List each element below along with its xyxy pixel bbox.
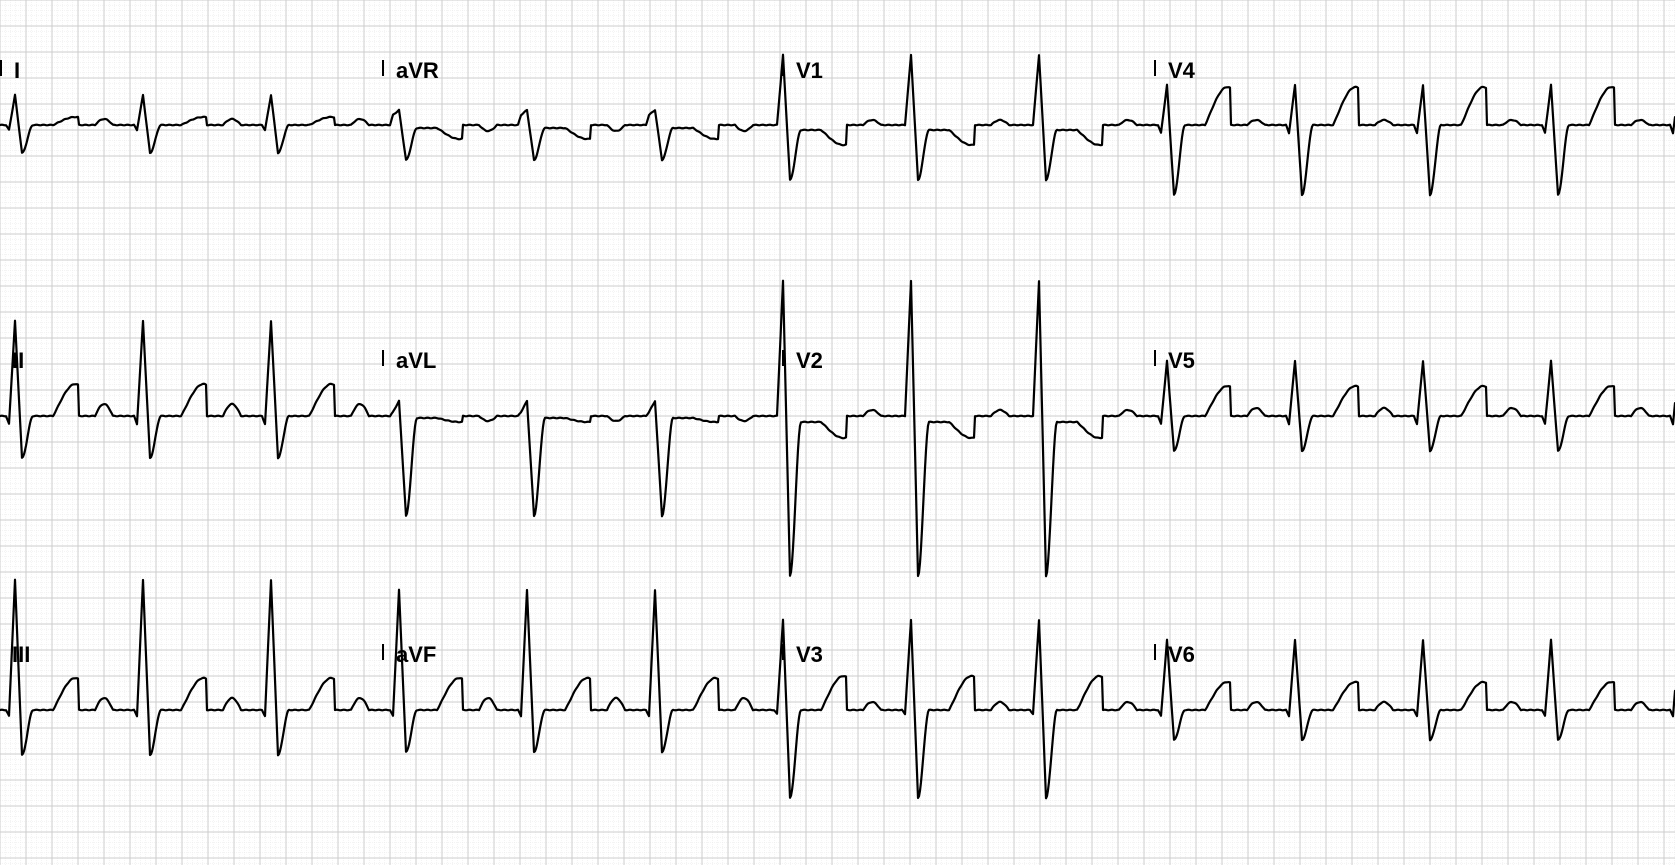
lead-label-V1: V1 bbox=[796, 58, 823, 84]
lead-label-aVR: aVR bbox=[396, 58, 439, 84]
lead-tick bbox=[382, 644, 384, 660]
lead-label-aVL: aVL bbox=[396, 348, 436, 374]
lead-label-aVF: aVF bbox=[396, 642, 436, 668]
ecg-container: IaVR V1 V4 II aVL V2 V5 III aVF V3 V6 bbox=[0, 0, 1675, 865]
lead-label-I: I bbox=[14, 58, 20, 84]
ecg-trace-row bbox=[0, 281, 1675, 577]
lead-tick bbox=[782, 644, 784, 660]
lead-tick bbox=[782, 350, 784, 366]
lead-label-III: III bbox=[12, 642, 30, 668]
lead-tick bbox=[382, 350, 384, 366]
lead-tick bbox=[782, 60, 784, 76]
lead-label-V6: V6 bbox=[1168, 642, 1195, 668]
lead-label-V3: V3 bbox=[796, 642, 823, 668]
lead-label-II: II bbox=[12, 348, 24, 374]
lead-label-V5: V5 bbox=[1168, 348, 1195, 374]
lead-tick bbox=[1154, 350, 1156, 366]
lead-label-V2: V2 bbox=[796, 348, 823, 374]
ecg-trace-row bbox=[0, 55, 1675, 196]
lead-tick bbox=[382, 60, 384, 76]
ecg-traces bbox=[0, 0, 1675, 865]
lead-tick bbox=[1154, 60, 1156, 76]
lead-tick bbox=[1154, 644, 1156, 660]
lead-label-V4: V4 bbox=[1168, 58, 1195, 84]
ecg-trace-row bbox=[0, 580, 1675, 799]
lead-tick bbox=[0, 60, 2, 76]
